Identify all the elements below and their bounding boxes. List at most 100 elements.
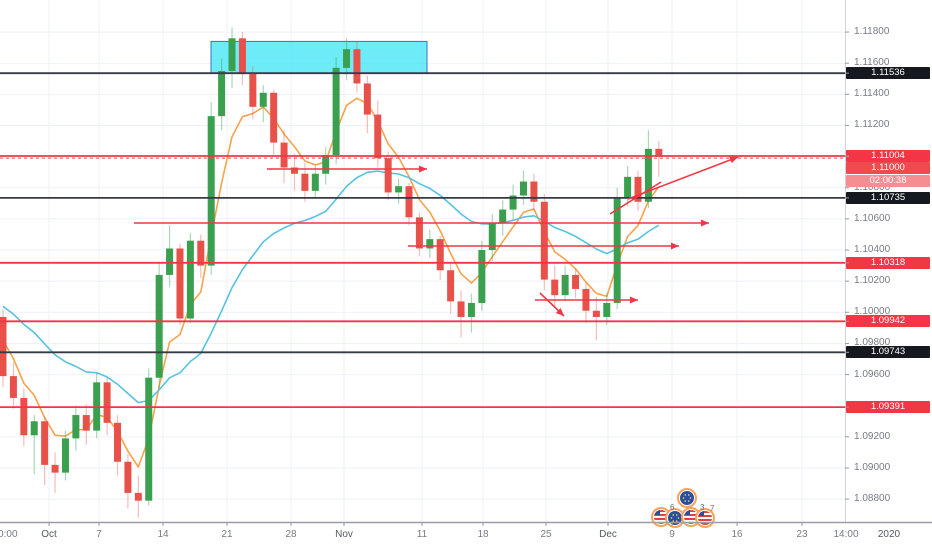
fast-ma-line: [2, 97, 660, 468]
candle: [270, 89, 278, 156]
eu-star: [670, 517, 673, 519]
price-axis-label: 1.10600: [854, 212, 891, 224]
arrowhead-icon: [419, 165, 427, 173]
price-line-badge: 1.11004: [846, 149, 930, 162]
candle-body: [114, 422, 122, 462]
candle-body: [353, 49, 361, 84]
us-stripe: [698, 523, 712, 525]
candle: [384, 151, 392, 201]
candle-body: [9, 376, 17, 398]
candle: [134, 475, 142, 518]
candle: [447, 262, 455, 314]
eu-star: [675, 520, 678, 522]
eu-star: [684, 500, 687, 502]
price-axis[interactable]: 1.11800 1.11600 1.11400 1.11200 1.10800 1.106…: [845, 0, 932, 522]
candle-body: [311, 173, 319, 191]
eu-star: [687, 500, 690, 502]
eu-flag-icon[interactable]: [677, 488, 697, 508]
trend-arrow[interactable]: [134, 219, 709, 227]
idea-count: 7: [710, 504, 715, 513]
candle-body: [259, 92, 267, 107]
trend-arrow[interactable]: [539, 292, 565, 317]
candle-body: [499, 209, 507, 224]
price-axis-label: 1.10200: [854, 275, 891, 287]
candle: [218, 58, 226, 131]
time-axis[interactable]: 20:00 Oct 7 14 21 28 Nov 11 18 25 Dec 9 16 23 14:00 202…: [0, 522, 932, 550]
candle-body: [301, 173, 309, 191]
candle-body: [603, 302, 611, 317]
candle-body: [82, 415, 90, 431]
candle: [249, 66, 257, 120]
plot-area[interactable]: [0, 0, 845, 522]
candle: [624, 165, 632, 207]
candle-body: [51, 464, 59, 473]
candle-body: [61, 438, 69, 473]
candle: [509, 184, 517, 221]
trend-arrow-line: [627, 156, 739, 200]
candle-body: [655, 148, 663, 157]
trend-arrow[interactable]: [535, 296, 638, 304]
price-line-badge: 1.11536: [846, 67, 930, 80]
candle-body: [447, 270, 455, 302]
us-stripe: [654, 518, 668, 520]
candle-body: [572, 274, 580, 289]
candle-body: [20, 397, 28, 436]
candle: [582, 282, 590, 324]
us-canton: [684, 510, 690, 515]
us-stripe: [684, 510, 698, 512]
supply-zone-box[interactable]: [210, 40, 428, 74]
candle: [238, 32, 246, 86]
price-axis-label: 1.11400: [854, 88, 890, 100]
price-line-badge: 1.09391: [846, 401, 930, 414]
slow-ma-line: [2, 170, 660, 404]
price-line-badge: 1.09743: [846, 346, 930, 359]
us-stripe: [698, 515, 712, 517]
eu-star: [684, 494, 687, 496]
candle: [405, 183, 413, 226]
trend-arrow[interactable]: [609, 181, 662, 215]
candle-body: [228, 38, 236, 71]
candle: [655, 141, 663, 177]
candle: [363, 75, 371, 134]
candle: [51, 452, 59, 493]
price-axis-label: 1.09800: [854, 337, 891, 349]
candle: [207, 102, 215, 275]
arrowhead-icon: [555, 307, 564, 316]
time-axis-label: 11: [416, 529, 428, 540]
countdown-badge: 02:00:38: [846, 174, 930, 187]
candle-body: [249, 74, 257, 107]
candle: [197, 234, 205, 279]
candle: [644, 130, 652, 208]
candle-body: [551, 279, 559, 296]
candle: [322, 147, 330, 185]
time-axis-label: 25: [540, 529, 552, 540]
candle-body: [520, 181, 527, 196]
candle-body: [540, 201, 548, 280]
candle-body: [155, 274, 163, 378]
price-axis-label: 1.10000: [854, 306, 891, 318]
trend-arrow[interactable]: [408, 242, 679, 250]
candle: [530, 173, 538, 212]
candle: [499, 200, 507, 237]
candle: [166, 225, 174, 288]
time-axis-label: 16: [731, 529, 743, 540]
trend-arrow[interactable]: [267, 165, 427, 173]
candle: [488, 214, 496, 261]
candle-body: [343, 49, 351, 68]
us-stripes: [698, 511, 712, 525]
price-axis-label: 1.10800: [854, 181, 891, 193]
candle-body: [124, 461, 132, 493]
candle: [572, 268, 580, 299]
candle-body: [238, 38, 246, 75]
time-axis-label: 18: [477, 529, 489, 540]
eu-flag-field: [680, 491, 694, 505]
price-axis-label: 1.11200: [854, 119, 890, 131]
candle-body: [457, 301, 465, 317]
price-axis-label: 1.09200: [854, 430, 891, 442]
price-line-badge: 1.10735: [846, 191, 930, 204]
trend-arrow[interactable]: [627, 156, 739, 200]
idea-count: 6: [670, 503, 675, 512]
price-axis-label: 1.08800: [854, 493, 891, 505]
